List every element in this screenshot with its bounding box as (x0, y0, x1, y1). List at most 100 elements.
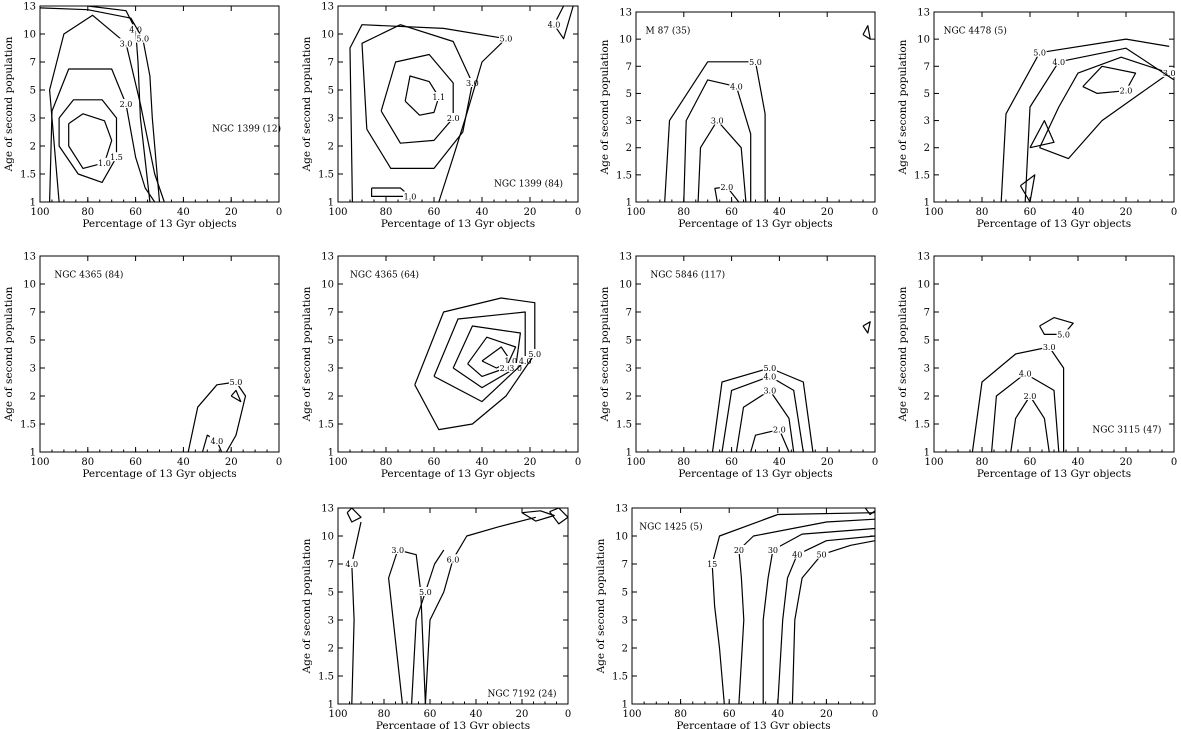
contour-label-bg (1051, 56, 1066, 66)
contour-label-bg (729, 81, 744, 91)
y-tick-label: 10 (321, 280, 334, 291)
contour-line (1019, 174, 1036, 203)
x-tick-label: 80 (976, 457, 989, 468)
y-tick-label: 3 (328, 114, 334, 125)
x-tick-label: 100 (328, 457, 347, 468)
y-axis-label: Age of second population (599, 39, 611, 175)
y-tick-label: 13 (619, 8, 632, 19)
y-tick-label: 13 (917, 8, 930, 19)
contour-label-bg (390, 545, 405, 554)
x-axis-label: Percentage of 13 Gyr objects (977, 468, 1131, 480)
y-tick-label: 7 (924, 308, 930, 319)
y-tick-label: 1.5 (914, 170, 930, 181)
y-tick-label: 10 (321, 532, 334, 543)
contour-label-bg (508, 363, 523, 372)
y-tick-label: 1.5 (318, 672, 334, 683)
contour-line (862, 321, 871, 334)
y-tick-label: 3 (626, 364, 632, 375)
contour-label: 5.0 (500, 35, 513, 44)
contour-label-bg (762, 385, 777, 395)
x-tick-label: 0 (276, 457, 282, 468)
contour-label: 15 (707, 560, 717, 569)
x-tick-label: 60 (129, 207, 142, 218)
contour-label: 3.0 (120, 39, 133, 48)
x-tick-label: 20 (225, 207, 238, 218)
contour-label: 5.0 (763, 364, 776, 373)
contour-label: 40 (792, 551, 802, 560)
contour-label-bg (719, 181, 734, 191)
x-tick-label: 20 (1120, 207, 1133, 218)
x-tick-label: 60 (428, 207, 441, 218)
y-tick-label: 13 (23, 2, 36, 13)
contour-line (521, 510, 555, 522)
contour-label: 4.0 (763, 372, 776, 381)
contour-label-bg (790, 549, 805, 559)
x-tick-label: 80 (677, 207, 690, 218)
contour-label-bg (772, 424, 787, 434)
x-axis-label: Percentage of 13 Gyr objects (381, 468, 535, 480)
y-tick-label: 1.5 (914, 420, 930, 431)
contour-label-bg (128, 24, 143, 34)
contour-line (777, 535, 876, 705)
contour-line (49, 68, 156, 203)
plot-frame (635, 255, 876, 453)
x-tick-label: 0 (872, 709, 878, 720)
panel-label: NGC 1399 (84) (494, 178, 563, 189)
contour-label-bg (518, 356, 533, 365)
panel-label: NGC 1425 (5) (639, 522, 702, 533)
contour-line (683, 79, 752, 203)
y-tick-label: 10 (619, 280, 632, 291)
panel-9: 100 80 60 40 20 0 1 1.5 2 3 5 7 10 13 Percentage of 13… (301, 504, 571, 729)
panel-label: NGC 5846 (117) (650, 270, 725, 281)
contour-label: 5.0 (1033, 49, 1046, 58)
contour-line (1024, 47, 1175, 203)
y-tick-label: 1.5 (20, 420, 36, 431)
contour-label-bg (710, 115, 725, 125)
y-tick-label: 2 (328, 142, 334, 153)
contour-line (864, 507, 876, 516)
contour-label: 4.0 (210, 437, 223, 446)
y-tick-label: 1.5 (318, 420, 334, 431)
contour-label: 20 (734, 546, 744, 555)
y-tick-label: 5 (30, 336, 36, 347)
contour-label: 1.0 (404, 192, 417, 201)
contour-label: 3.0 (509, 364, 522, 373)
contour-label: 5.0 (1057, 330, 1070, 339)
contour-line (1039, 317, 1074, 335)
x-tick-label: 100 (626, 457, 645, 468)
contour-label: 3.0 (1043, 343, 1056, 352)
y-tick-label: 7 (924, 62, 930, 73)
x-tick-label: 20 (820, 709, 833, 720)
y-tick-label: 1 (626, 198, 632, 209)
y-axis-label: Age of second population (301, 286, 313, 422)
contour-label: 2.0 (447, 114, 460, 123)
x-tick-label: 80 (976, 207, 989, 218)
y-axis-label: Age of second population (301, 36, 313, 172)
plot-frame (631, 507, 876, 705)
contour-label-bg (499, 33, 513, 43)
x-tick-label: 60 (428, 457, 441, 468)
y-tick-label: 3 (30, 114, 36, 125)
contour-line (411, 549, 445, 705)
y-tick-label: 10 (23, 280, 36, 291)
contour-line (388, 549, 426, 705)
contour-line (58, 99, 118, 183)
y-tick-label: 1.5 (616, 170, 632, 181)
x-tick-label: 40 (773, 207, 786, 218)
x-tick-label: 20 (1120, 457, 1133, 468)
y-tick-label: 7 (30, 58, 36, 69)
contour-label: 30 (768, 546, 778, 555)
x-tick-label: 20 (821, 207, 834, 218)
contour-label: 2.0 (773, 426, 786, 435)
contour-label-bg (135, 33, 150, 43)
y-tick-label: 5 (328, 588, 334, 599)
contour-label: 6.0 (447, 555, 460, 564)
contour-line (991, 373, 1060, 453)
panel-1: 100 80 60 40 20 0 1 1.5 2 3 5 7 10 13 Percentage of 13… (3, 2, 282, 231)
contour-label-bg (762, 363, 777, 372)
x-tick-label: 0 (872, 457, 878, 468)
panel-3: 100 80 60 40 20 0 1 1.5 2 3 5 7 10 13 Percentage of 13… (599, 8, 878, 231)
y-tick-label: 5 (30, 86, 36, 97)
panel-5: 100 80 60 40 20 0 1 1.5 2 3 5 7 10 13 Percentage of 13… (3, 252, 282, 481)
